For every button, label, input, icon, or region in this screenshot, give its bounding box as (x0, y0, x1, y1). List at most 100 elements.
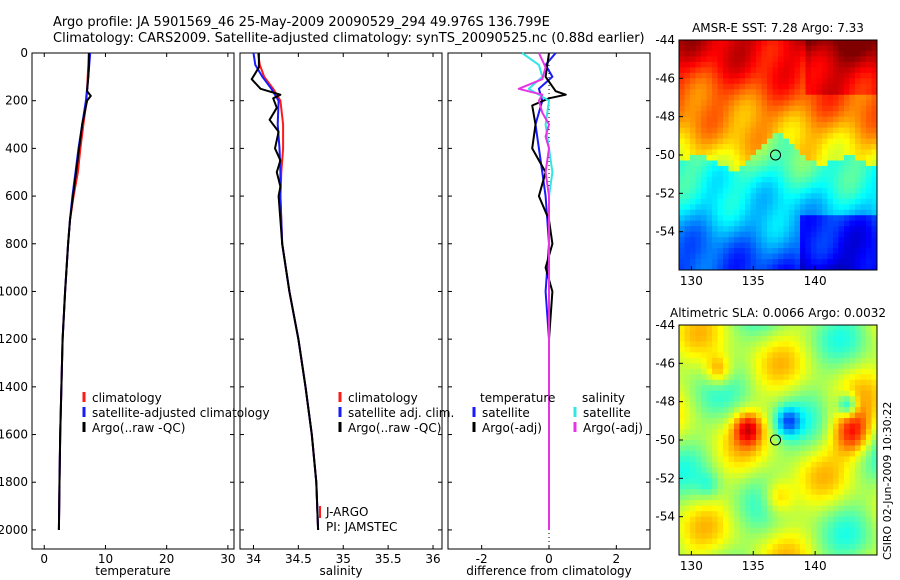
sla-map-cell (866, 429, 873, 436)
sla-map-cell (695, 330, 702, 337)
sst-map-cell (701, 160, 708, 167)
sst-map-cell (800, 182, 807, 189)
sla-map-cell (860, 325, 867, 332)
sst-map-cell (745, 133, 752, 140)
sst-map-cell (767, 89, 774, 96)
sst-map-cell (767, 56, 774, 63)
sst-map-cell (734, 94, 741, 101)
sla-map-cell (805, 379, 812, 386)
sla-map-cell (805, 450, 812, 458)
sla-map-cell (701, 538, 708, 545)
sla-map-cell (684, 445, 691, 452)
sst-map-cell (706, 56, 713, 63)
sla-map-cell (800, 335, 807, 343)
sst-map-cell (844, 94, 851, 101)
sst-map-cell (684, 226, 691, 233)
sst-map-cell (701, 149, 708, 156)
sla-map-cell (811, 341, 818, 348)
sst-map-cell (679, 237, 686, 244)
sst-map-cell (734, 40, 741, 47)
sla-map-cell (800, 445, 807, 452)
sla-map-cell (849, 522, 856, 529)
sla-map-cell (690, 456, 697, 463)
sst-map-cell (844, 127, 851, 134)
sst-map-cell (871, 61, 877, 68)
sla-map-cell (855, 500, 862, 507)
sla-map-cell (789, 429, 796, 436)
sst-map-cell (822, 259, 829, 266)
sla-map-cell (679, 533, 686, 540)
sst-map-cell (822, 176, 829, 183)
sla-map-cell (783, 527, 790, 534)
sla-map-cell (745, 429, 752, 436)
sla-map-cell (728, 368, 735, 375)
sla-map-cell (761, 450, 768, 458)
sla-map-cell (739, 374, 746, 381)
sst-map-cell (838, 242, 845, 249)
sla-map-cell (789, 401, 796, 408)
sst-map-cell (855, 204, 862, 211)
sst-map-cell (811, 231, 818, 238)
sla-map-cell (734, 352, 741, 359)
sst-map-cell (789, 242, 796, 249)
sla-map-cell (717, 533, 724, 540)
sst-map-cell (701, 89, 708, 96)
sst-map-cell (717, 176, 724, 183)
sla-map-cell (866, 423, 873, 430)
sst-map-cell (679, 116, 686, 123)
sst-map-cell (734, 67, 741, 74)
sst-map-cell (690, 264, 697, 270)
sla-map-cell (739, 511, 746, 518)
sla-map-cell (844, 440, 851, 447)
sla-map-cell (860, 538, 867, 545)
sst-map-cell (822, 182, 829, 189)
sst-map-cell (767, 138, 774, 145)
difference-profile-series-salinity-argo (517, 52, 550, 530)
sst-map-cell (844, 248, 851, 255)
sla-map-cell (695, 527, 702, 534)
sst-map-cell (684, 149, 691, 156)
sst-map-cell (767, 127, 774, 134)
sla-map-cell (745, 489, 752, 496)
sla-map-cell (827, 461, 834, 468)
sst-map-cell (805, 176, 812, 183)
sla-map-cell (750, 500, 757, 507)
sla-map-cell (728, 412, 735, 419)
sla-map-cell (855, 385, 862, 392)
sla-map-cell (805, 549, 812, 555)
sst-map-cell (811, 144, 818, 151)
sla-map-cell (811, 363, 818, 370)
sst-map-cell (827, 155, 834, 162)
sst-map-cell (849, 231, 856, 238)
sst-map-cell (772, 237, 779, 244)
sst-map-cell (838, 83, 845, 90)
sla-map-cell (717, 423, 724, 430)
sla-map-cell (805, 396, 812, 403)
sla-map-cell (767, 368, 774, 375)
temperature-profile-xlabel: temperature (95, 564, 170, 578)
sla-map-cell (794, 385, 801, 392)
sla-map-cell (706, 511, 713, 518)
sst-map-cell (805, 61, 812, 68)
sst-map-cell (783, 40, 790, 47)
sst-map-cell (745, 94, 752, 101)
sla-map-cell (745, 467, 752, 474)
sla-map-cell (827, 412, 834, 419)
sst-map-cell (866, 61, 873, 68)
depth-tick-label: 600 (5, 189, 28, 203)
sst-map-cell (701, 193, 708, 200)
sst-map-ytick-label: -52 (655, 186, 675, 200)
sst-map-cell (684, 165, 691, 173)
sst-map-cell (822, 133, 829, 140)
sla-map-cell (849, 549, 856, 555)
sla-map-cell (701, 401, 708, 408)
sla-map-cell (827, 390, 834, 397)
sst-map-cell (761, 204, 768, 211)
sla-map-cell (811, 500, 818, 507)
sst-map-cell (756, 111, 763, 118)
sla-map-cell (712, 341, 719, 348)
sla-map-cell (860, 341, 867, 348)
sla-map-cell (767, 434, 774, 441)
sla-map-ytick-label: -50 (655, 433, 675, 447)
sst-map-cell (805, 231, 812, 238)
